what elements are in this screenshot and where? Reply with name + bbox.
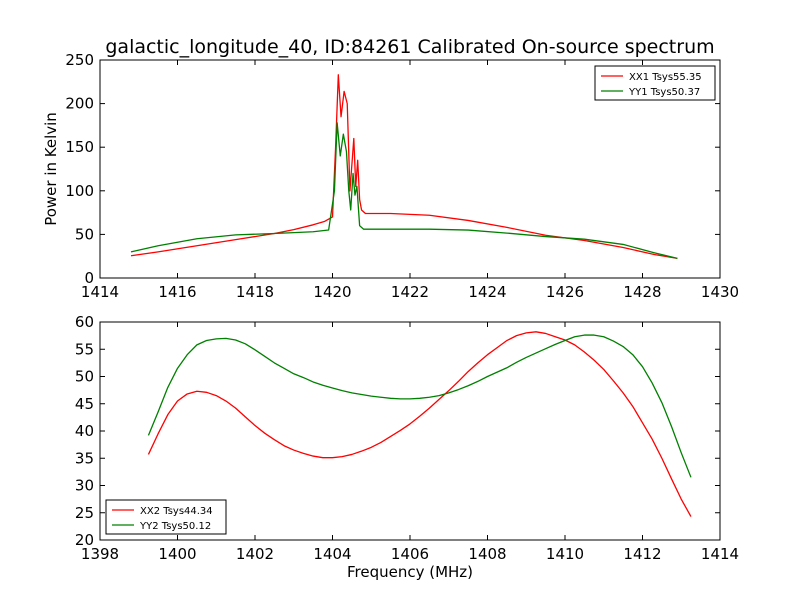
bottom-x-tick-label: 1398 [81, 545, 119, 563]
bottom-x-tick-label: 1410 [546, 545, 584, 563]
top-x-tick-label: 1420 [313, 283, 351, 301]
top-y-tick-label: 0 [84, 269, 94, 287]
bottom-x-tick-label: 1414 [701, 545, 739, 563]
bottom-x-tick-label: 1400 [158, 545, 196, 563]
top-x-tick-label: 1416 [158, 283, 196, 301]
bottom-y-tick-label: 25 [75, 504, 94, 522]
top-y-tick-label: 100 [65, 182, 94, 200]
top-x-tick-label: 1426 [546, 283, 584, 301]
bottom-y-tick-label: 45 [75, 395, 94, 413]
bottom-series-line-2 [147, 334, 692, 478]
bottom-y-tick-label: 55 [75, 340, 94, 358]
top-y-tick-label: 250 [65, 51, 94, 69]
bottom-legend-entry: XX2 Tsys44.34 [140, 506, 213, 517]
top-y-tick-label: 200 [65, 95, 94, 113]
top-x-tick-label: 1430 [701, 283, 739, 301]
top-legend-entry: XX1 Tsys55.35 [629, 72, 702, 83]
bottom-legend-box [105, 499, 227, 535]
top-spectrum-panel: 1414 1416 1418 1420 1422 1424 1426 1428 1430 0 50 1… [65, 51, 739, 301]
top-legend-entry: YY1 Tsys50.37 [628, 87, 700, 98]
top-series-line-2 [130, 122, 678, 260]
top-x-tick-label: 1422 [391, 283, 429, 301]
top-legend-box [594, 65, 716, 101]
top-x-tick-label: 1418 [236, 283, 274, 301]
bottom-y-tick-label: 50 [75, 368, 94, 386]
bottom-x-axis-label: Frequency (MHz) [347, 563, 473, 581]
top-series-line-1 [130, 74, 678, 260]
bottom-y-tick-label: 20 [75, 531, 94, 549]
top-y-tick-label: 150 [65, 138, 94, 156]
bottom-x-tick-label: 1406 [391, 545, 429, 563]
bottom-x-tick-label: 1408 [468, 545, 506, 563]
top-x-tick-label: 1424 [468, 283, 506, 301]
top-x-tick-label: 1428 [623, 283, 661, 301]
top-x-tick-label: 1414 [81, 283, 119, 301]
bottom-y-tick-label: 60 [75, 313, 94, 331]
chart-title: galactic_longitude_40, ID:84261 Calibrat… [105, 36, 714, 58]
bottom-y-tick-label: 40 [75, 422, 94, 440]
bottom-y-tick-label: 35 [75, 449, 94, 467]
bottom-x-tick-label: 1404 [313, 545, 351, 563]
bottom-series-line-1 [147, 331, 692, 517]
top-y-axis-label: Power in Kelvin [42, 112, 60, 226]
top-y-tick-label: 50 [75, 225, 94, 243]
bottom-spectrum-panel: 1398 1400 1402 1404 1406 1408 1410 1412 1414 20 25… [75, 313, 739, 563]
bottom-y-tick-label: 30 [75, 477, 94, 495]
bottom-legend-entry: YY2 Tsys50.12 [139, 521, 211, 532]
bottom-x-tick-label: 1402 [236, 545, 274, 563]
bottom-x-tick-label: 1412 [623, 545, 661, 563]
